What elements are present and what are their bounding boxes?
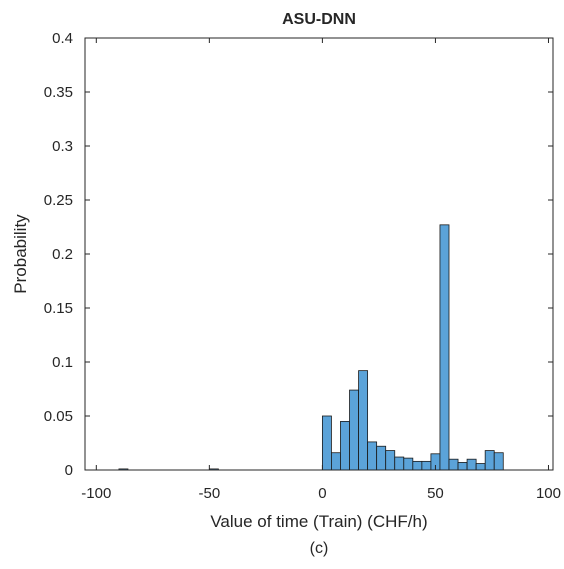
chart-title: ASU-DNN: [282, 11, 356, 28]
y-tick-label: 0.2: [52, 246, 73, 263]
histogram-bar: [484, 450, 495, 471]
y-tick-label: 0.35: [44, 84, 73, 101]
histogram-bars: [118, 224, 504, 471]
histogram-bar: [403, 457, 414, 471]
y-tick-label: 0.05: [44, 408, 73, 425]
histogram-bar: [358, 370, 369, 471]
y-axis-label: Probability: [11, 214, 30, 294]
histogram-bar: [448, 458, 459, 471]
histogram-bar: [475, 463, 486, 471]
histogram-bar: [340, 420, 350, 471]
x-tick-label: 0: [318, 485, 326, 502]
y-tick-label: 0.4: [52, 30, 73, 47]
histogram-bar: [349, 389, 359, 471]
histogram-bar: [331, 452, 341, 471]
x-tick-label: 100: [536, 485, 561, 502]
histogram-bar: [421, 460, 432, 471]
histogram-bar: [394, 456, 405, 471]
plot-area-border: [84, 37, 554, 471]
y-tick-label: 0: [65, 462, 73, 479]
axis-tick-labels: -100 -50 0 50 100 0 0.05 0.1 0.15 0.2 0.25 0.3 0.35 0…: [44, 30, 561, 502]
y-tick-label: 0.1: [52, 354, 73, 371]
x-tick-label: -50: [199, 485, 221, 502]
x-axis-label: Value of time (Train) (CHF/h): [210, 512, 427, 531]
y-tick-label: 0.3: [52, 138, 73, 155]
histogram-bar: [466, 458, 477, 471]
x-tick-label: 50: [427, 485, 444, 502]
histogram-bar: [376, 445, 387, 471]
figure-caption: (c): [310, 540, 329, 557]
y-tick-label: 0.15: [44, 300, 73, 317]
histogram-bar: [493, 452, 504, 471]
histogram-bar: [367, 441, 378, 471]
x-tick-label: -100: [81, 485, 111, 502]
histogram-bar: [457, 462, 468, 471]
histogram-bar: [439, 224, 450, 471]
histogram-bar: [385, 450, 396, 471]
histogram-bar: [321, 415, 332, 471]
axis-ticks: [85, 37, 553, 471]
histogram-bar: [412, 460, 423, 471]
y-tick-label: 0.25: [44, 192, 73, 209]
